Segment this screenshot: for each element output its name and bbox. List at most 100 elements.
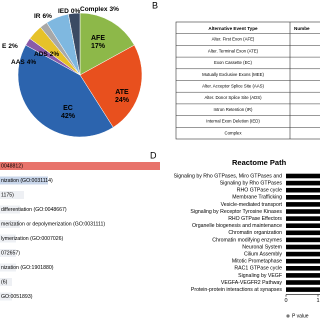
bar xyxy=(286,280,320,285)
y-tick-label: differentiation (GO:0048667) xyxy=(1,207,67,213)
pie-label: AAS 4% xyxy=(11,59,36,66)
pie-value-label: 24% xyxy=(115,97,130,104)
y-tick-label: Chromatin modifying enzymes xyxy=(212,237,282,243)
y-tick-label: Cilium Assembly xyxy=(244,251,282,257)
pie-label: AFE 17% xyxy=(91,35,106,50)
y-tick-label: RAC1 GTPase cycle xyxy=(234,266,282,272)
bar xyxy=(286,230,320,236)
pie-label: ADS 2% xyxy=(34,51,59,58)
bar xyxy=(286,266,320,271)
pie-category: EC xyxy=(63,105,73,112)
table-cell: Exon Cassette (EC) xyxy=(214,60,253,65)
pie-value-label: 0% xyxy=(71,8,81,15)
y-tick-label: (6) xyxy=(1,279,8,285)
y-tick-label: 0048812) xyxy=(1,163,23,169)
y-tick-label: Neuronal System xyxy=(242,244,282,250)
table-cell: Internal Exon Deletion (IED) xyxy=(206,119,260,124)
y-tick-label: 072657) xyxy=(1,250,20,256)
bar xyxy=(0,176,48,185)
table-cell: Mutually Exclusive Exons (MEE) xyxy=(202,72,264,77)
pie-slice xyxy=(79,12,135,76)
bar xyxy=(0,234,16,243)
y-tick-label: Signaling by Rho GTPases xyxy=(220,180,283,186)
table-header: Numbe xyxy=(294,26,310,31)
y-tick-label: Signaling by VEGF xyxy=(238,273,282,279)
bar xyxy=(286,251,320,257)
pie-value-label: 2% xyxy=(50,51,60,58)
bar xyxy=(286,209,320,214)
bar xyxy=(0,220,20,228)
bar xyxy=(286,287,320,292)
bar xyxy=(0,191,24,199)
pie-category: IED xyxy=(58,8,69,15)
bar xyxy=(286,180,320,186)
y-tick-label: nization (GO:1901880) xyxy=(1,265,54,271)
pie-value-label: 4% xyxy=(27,59,37,66)
pie-slice xyxy=(17,44,114,138)
pie-value-label: 3% xyxy=(109,6,119,13)
panel-label: D xyxy=(150,150,157,160)
table-cell: Alter. First Exon (AFE) xyxy=(212,37,255,42)
pie-category: ATE xyxy=(115,89,129,96)
bar xyxy=(0,278,12,286)
bar xyxy=(286,216,320,221)
bar xyxy=(286,273,320,278)
bar xyxy=(286,187,320,193)
x-tick-label: 1 xyxy=(316,298,319,304)
pie-value-label: 17% xyxy=(91,43,106,50)
bar xyxy=(0,263,16,272)
table-cell: Alter. Terminal Exon (ATE) xyxy=(208,48,259,53)
bar xyxy=(0,205,20,214)
y-tick-label: VEGFA-VEGFR2 Pathway xyxy=(221,280,283,286)
pie-category: E xyxy=(2,43,7,50)
pie-slice xyxy=(79,44,143,128)
table-cell: Complex xyxy=(225,130,243,135)
x-tick-label: 0 xyxy=(284,298,287,304)
bar xyxy=(286,173,320,179)
bar xyxy=(286,244,320,250)
y-tick-label: Membrane Trafficking xyxy=(232,195,282,201)
legend-marker xyxy=(286,314,290,318)
pie-category: ADS xyxy=(34,51,48,58)
bar xyxy=(0,162,160,170)
table-header: Alternative Event Type xyxy=(208,26,258,31)
bar xyxy=(286,237,320,243)
pie-category: IR xyxy=(34,13,41,20)
table-cell: Alter. Donor Splice Site (ADS) xyxy=(204,95,262,100)
bar xyxy=(0,292,12,301)
pie-category: AAS xyxy=(11,59,25,66)
y-tick-label: merization or depolymerization (GO:00311… xyxy=(1,221,105,227)
y-tick-label: Protein-protein interactions at synapses xyxy=(191,287,283,293)
y-tick-label: Chromatin organization xyxy=(228,230,282,236)
y-tick-label: GO:0051893) xyxy=(1,294,33,300)
y-tick-label: RHO GTPase cycle xyxy=(237,188,282,194)
legend-label: P value xyxy=(292,313,309,319)
table-cell: Alter. Acceptor Splice Site (AAS) xyxy=(202,83,264,88)
pie-label: IR 6% xyxy=(34,13,52,20)
pie-label: Complex 3% xyxy=(80,6,119,13)
y-tick-label: RHO GTPase Effectors xyxy=(228,216,282,222)
bar xyxy=(286,223,320,228)
pie-value-label: 42% xyxy=(61,113,76,120)
pie-label: E 2% xyxy=(2,43,18,50)
pie-value-label: 6% xyxy=(43,13,53,20)
pie-label: IED 0% xyxy=(58,8,80,15)
chart-title: Reactome Path xyxy=(232,158,287,167)
pie-category: AFE xyxy=(91,35,105,42)
bar xyxy=(286,258,320,264)
y-tick-label: Signaling by Rho GTPases, Miro GTPases a… xyxy=(174,173,283,179)
y-tick-label: 1175) xyxy=(1,192,14,198)
bar xyxy=(0,249,16,257)
pie-label: EC 42% xyxy=(61,105,76,120)
y-tick-label: nization (GO:0031114) xyxy=(1,178,53,184)
panel-label: B xyxy=(152,0,158,10)
y-tick-label: lymerization (GO:0007026) xyxy=(1,236,64,242)
y-tick-label: Mitotic Prometaphase xyxy=(232,259,282,265)
pie-value-label: 2% xyxy=(8,43,18,50)
pie-slice xyxy=(68,12,81,76)
bar xyxy=(286,202,320,207)
y-tick-label: Signaling by Receptor Tyrosine Kinases xyxy=(190,209,282,215)
table-cell: Intron Retention (IR) xyxy=(214,107,253,112)
pie-label: ATE 24% xyxy=(115,89,130,104)
